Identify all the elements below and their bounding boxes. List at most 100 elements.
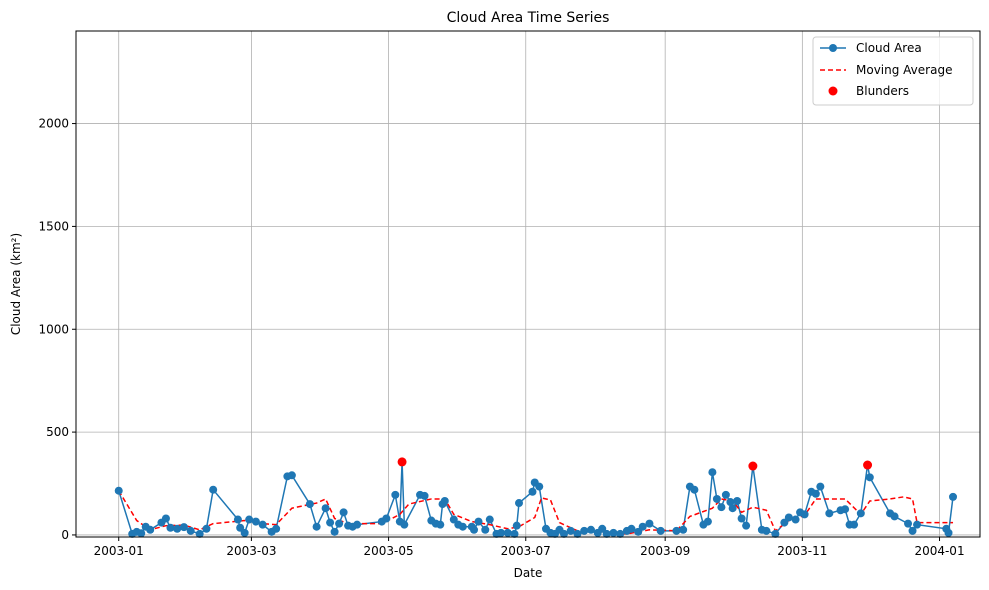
cloud-area-point [353,520,362,529]
cloud-area-point [908,526,917,535]
x-axis-label: Date [514,566,543,580]
cloud-area-point [195,529,204,538]
cloud-area-point [481,525,490,534]
y-tick-label: 2000 [38,117,69,131]
x-tick-label: 2004-01 [914,544,964,558]
cloud-area-point [535,482,544,491]
cloud-area-point [202,524,211,533]
cloud-area-point [179,523,188,532]
cloud-area-point [627,524,636,533]
cloud-area-point [449,515,458,524]
cloud-area-point [780,518,789,527]
cloud-area-point [305,500,314,509]
cloud-area-point [503,528,512,537]
cloud-area-point [321,504,330,513]
cloud-area-point [645,519,654,528]
cloud-area-point [679,525,688,534]
blunder-point [863,460,873,470]
cloud-area-point [146,525,155,534]
cloud-area-point [485,515,494,524]
x-tick-label: 2003-03 [226,544,276,558]
cloud-area-point [598,524,607,533]
cloud-area-point [528,487,537,496]
cloud-area-point [762,526,771,535]
cloud-area-point [913,520,922,529]
moving-average-line [118,490,954,535]
cloud-area-point [638,522,647,531]
chart-title: Cloud Area Time Series [447,10,610,26]
cloud-area-point [233,515,242,524]
cloud-area-point [791,515,800,524]
cloud-area-point [949,492,958,501]
legend-marker-blunders [828,86,838,96]
axes-frame [75,30,981,538]
cloud-area-point [721,490,730,499]
cloud-area-point [186,526,195,535]
cloud-area-point [708,468,717,477]
cloud-area-point [339,508,348,517]
y-tick-label: 500 [46,425,69,439]
legend: Cloud Area Moving Average Blunders [812,36,974,106]
x-tick-label: 2003-01 [94,544,144,558]
cloud-area-point [251,517,260,526]
cloud-area-point [728,504,737,513]
cloud-area-point [656,526,665,535]
cloud-area-point [510,529,519,538]
y-tick-label: 0 [61,528,69,542]
legend-label-blunders: Blunders [856,84,909,98]
cloud-area-point [717,503,726,512]
y-axis-label: Cloud Area (km²) [9,233,23,335]
cloud-area-point [458,522,467,531]
legend-box [812,36,974,106]
x-tick-label: 2003-09 [640,544,690,558]
cloud-area-point [166,523,175,532]
cloud-area-point [400,520,409,529]
cloud-area-point [236,523,245,532]
cloud-area-point [944,528,953,537]
y-tick-label: 1000 [38,322,69,336]
cloud-area-point [287,471,296,480]
y-axis-ticks: 0 500 1000 1500 2000 [38,117,76,542]
blunder-point [397,457,407,467]
cloud-area-point [497,528,506,537]
x-tick-label: 2003-07 [501,544,551,558]
cloud-area-point [470,525,479,534]
cloud-area-point [382,514,391,523]
cloud-area-point [771,529,780,538]
cloud-area-point [890,512,899,521]
cloud-area-point [245,515,254,524]
cloud-area-point [173,524,182,533]
y-tick-label: 1500 [38,219,69,233]
x-tick-label: 2003-05 [364,544,414,558]
legend-label-cloud-area: Cloud Area [856,41,922,55]
plot-area [114,457,958,538]
cloud-area-point [865,473,874,482]
cloud-area-point [258,520,267,529]
cloud-area-point [137,529,146,538]
cloud-area-point [811,489,820,498]
cloud-area-point [784,513,793,522]
cloud-area-point [209,485,218,494]
cloud-area-point [850,520,859,529]
cloud-area-point [672,526,681,535]
cloud-area-point [326,518,335,527]
x-tick-label: 2003-11 [777,544,827,558]
cloud-area-point [602,529,611,538]
cloud-area-point [312,522,321,531]
cloud-area-point [391,490,400,499]
cloud-area-point [420,491,429,500]
cloud-area-point [800,510,809,519]
cloud-area-point [726,498,735,507]
cloud-area-point [733,497,742,506]
cloud-area-point [616,529,625,538]
cloud-area-point [703,517,712,526]
cloud-area-point [609,528,618,537]
blunder-point [748,461,758,471]
cloud-area-point [580,526,589,535]
cloud-area-point [904,519,913,528]
cloud-area-point [436,520,445,529]
cloud-area-point [474,517,483,526]
cloud-area-point [712,494,721,503]
cloud-area-point [240,528,249,537]
